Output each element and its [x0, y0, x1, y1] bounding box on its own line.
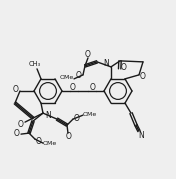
Text: OMe: OMe	[60, 75, 74, 80]
Text: CH₃: CH₃	[29, 61, 41, 67]
Text: O: O	[90, 83, 96, 91]
Text: N: N	[103, 59, 109, 68]
Text: N: N	[138, 131, 144, 140]
Text: O: O	[74, 114, 80, 123]
Text: O: O	[36, 137, 42, 146]
Text: OMe: OMe	[83, 112, 97, 117]
Text: O: O	[13, 84, 19, 93]
Text: OMe: OMe	[43, 141, 57, 146]
Text: O: O	[121, 63, 127, 72]
Text: O: O	[70, 83, 76, 91]
Text: N: N	[45, 111, 51, 120]
Text: O: O	[76, 71, 82, 80]
Text: O: O	[14, 129, 20, 138]
Text: O: O	[66, 132, 72, 141]
Text: O: O	[18, 120, 24, 129]
Text: O: O	[85, 50, 91, 59]
Text: O: O	[140, 72, 146, 81]
